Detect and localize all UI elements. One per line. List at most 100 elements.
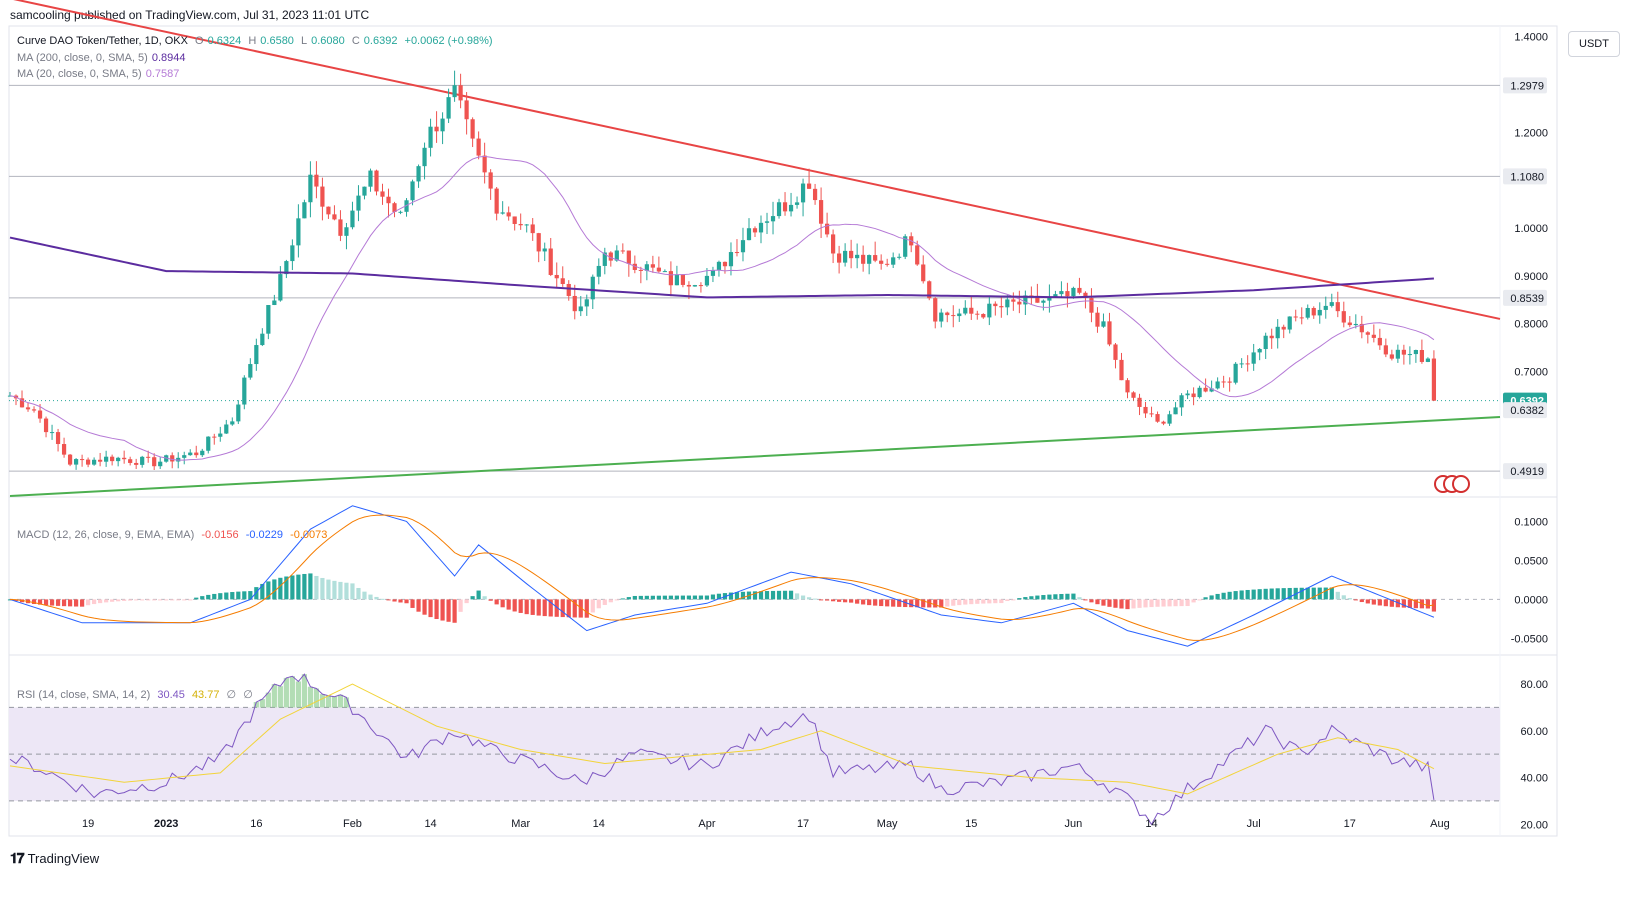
- candle-body: [332, 214, 337, 220]
- macd-histogram-bar: [644, 595, 649, 600]
- macd-histogram-bar: [218, 593, 223, 600]
- macd-histogram-bar: [500, 599, 505, 608]
- candle-body: [1053, 294, 1058, 297]
- candle-body: [116, 457, 121, 462]
- macd-histogram-bar: [1401, 599, 1406, 608]
- macd-histogram-bar: [188, 599, 193, 601]
- macd-histogram-bar: [464, 599, 469, 604]
- candle-body: [837, 253, 842, 263]
- candle-body: [92, 459, 97, 465]
- macd-histogram-bar: [290, 575, 295, 600]
- candle-body: [1365, 332, 1370, 335]
- candle-body: [1425, 358, 1431, 362]
- macd-histogram-bar: [1083, 599, 1088, 601]
- candle-body: [98, 459, 103, 462]
- candle-body: [1287, 316, 1292, 330]
- candle-body: [1125, 380, 1130, 393]
- ma200-line: [9, 236, 1434, 299]
- macd-histogram-bar: [662, 595, 667, 600]
- macd-histogram-bar: [230, 592, 235, 600]
- x-tick-label: 19: [82, 818, 94, 830]
- candle-body: [668, 271, 673, 286]
- macd-histogram-bar: [560, 599, 565, 618]
- candle-body: [506, 212, 511, 217]
- price-level-tag: [1503, 77, 1547, 94]
- candle-body: [1401, 349, 1406, 355]
- candle-body: [939, 312, 944, 322]
- candle-body: [824, 223, 830, 235]
- macd-histogram-bar: [1065, 593, 1070, 600]
- macd-histogram-bar: [1233, 591, 1238, 600]
- macd-histogram-bar: [668, 595, 673, 600]
- macd-histogram-bar: [356, 587, 361, 600]
- macd-histogram-bar: [452, 599, 457, 623]
- macd-histogram-bar: [632, 595, 637, 600]
- macd-histogram-bar: [698, 595, 704, 600]
- candle-body: [55, 432, 61, 445]
- price-level-tag: [1503, 402, 1547, 419]
- macd-histogram-bar: [67, 599, 73, 607]
- candle-body: [680, 274, 686, 285]
- macd-histogram-bar: [1101, 599, 1106, 606]
- macd-histogram-bar: [176, 599, 181, 601]
- candle-body: [79, 459, 85, 461]
- rsi-tick-label: 20.00: [1520, 819, 1548, 831]
- macd-signal-value: -0.0073: [290, 529, 328, 541]
- candle-body: [31, 409, 37, 411]
- macd-histogram-bar: [1377, 599, 1382, 606]
- candle-body: [1389, 354, 1394, 359]
- candle-body: [1137, 397, 1142, 407]
- currency-button[interactable]: USDT: [1568, 31, 1620, 57]
- candle-body: [86, 459, 91, 465]
- candle-body: [260, 333, 265, 346]
- tradingview-logo[interactable]: 𝟏𝟕 TradingView: [10, 850, 99, 867]
- rsi-value: 30.45: [157, 689, 185, 701]
- candle-body: [806, 183, 812, 189]
- macd-histogram-bar: [903, 599, 908, 608]
- candle-body: [386, 196, 391, 204]
- candle-body: [999, 306, 1004, 308]
- candle-body: [650, 264, 655, 268]
- macd-histogram-bar: [1029, 596, 1034, 600]
- candle-body: [452, 85, 457, 98]
- macd-histogram-bar: [849, 599, 854, 603]
- macd-histogram-bar: [338, 581, 343, 600]
- candle-body: [434, 126, 439, 132]
- macd-histogram-bar: [608, 599, 613, 603]
- candle-body: [134, 462, 139, 465]
- macd-histogram-bar: [37, 599, 43, 605]
- macd-histogram-bar: [1077, 597, 1082, 600]
- macd-histogram-bar: [927, 599, 932, 608]
- macd-histogram-bar: [31, 599, 37, 605]
- price-level-tag-label: 0.8539: [1510, 293, 1544, 305]
- candle-body: [560, 278, 565, 284]
- macd-histogram-bar: [945, 599, 950, 607]
- macd-histogram-bar: [61, 599, 67, 607]
- candle-body: [903, 236, 908, 257]
- macd-histogram-bar: [1185, 599, 1190, 607]
- macd-histogram-bar: [572, 599, 577, 618]
- macd-histogram-bar: [182, 599, 187, 601]
- x-tick-label: 17: [1344, 818, 1356, 830]
- ma20-label: MA (20, close, 0, SMA, 5): [17, 68, 142, 80]
- rsi-extra1: ∅: [226, 689, 237, 701]
- candle-body: [1059, 291, 1064, 295]
- macd-histogram-bar: [933, 599, 938, 608]
- rsi-tick-label: 60.00: [1520, 726, 1548, 738]
- macd-histogram-bar: [1095, 599, 1100, 605]
- candle-body: [626, 250, 631, 264]
- candle-body: [482, 155, 487, 173]
- macd-histogram-bar: [794, 593, 800, 600]
- candle-body: [218, 433, 223, 437]
- macd-histogram-bar: [152, 599, 157, 601]
- macd-tick-label: 0.1000: [1514, 516, 1548, 528]
- candle-body: [212, 436, 217, 438]
- candle-body: [73, 459, 79, 465]
- candle-body: [752, 228, 758, 233]
- macd-histogram-bar: [1137, 599, 1142, 608]
- macd-histogram-bar: [1245, 589, 1250, 600]
- candle-body: [512, 216, 517, 224]
- candle-body: [344, 227, 349, 236]
- macd-histogram-bar: [398, 599, 403, 603]
